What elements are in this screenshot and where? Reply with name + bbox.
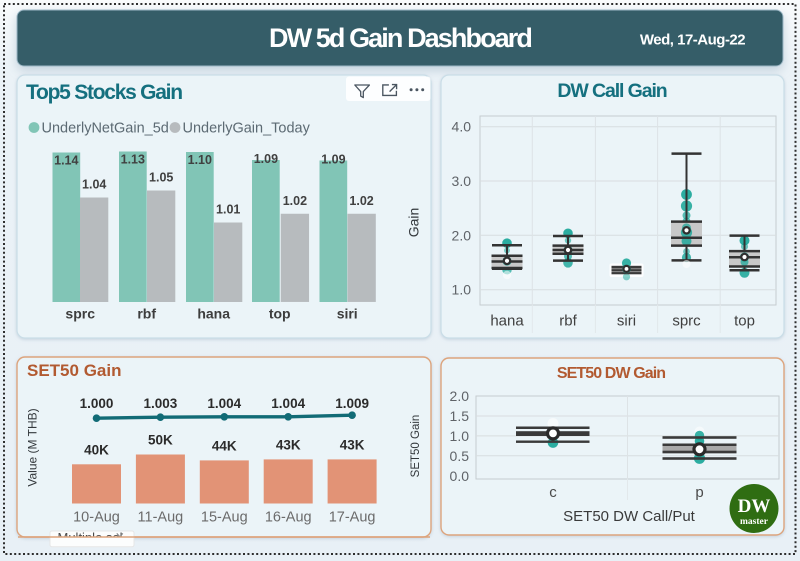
svg-text:1.04: 1.04: [82, 178, 106, 192]
svg-text:15-Aug: 15-Aug: [201, 510, 248, 526]
svg-text:40K: 40K: [84, 442, 109, 457]
svg-text:DW 5d Gain Dashboard: DW 5d Gain Dashboard: [269, 23, 531, 53]
svg-text:SET50 DW Gain: SET50 DW Gain: [557, 365, 665, 382]
svg-text:1.009: 1.009: [335, 396, 369, 411]
svg-text:c: c: [549, 484, 557, 501]
svg-text:SET50 Gain: SET50 Gain: [410, 415, 422, 478]
svg-text:0.5: 0.5: [450, 448, 470, 464]
svg-text:43K: 43K: [276, 437, 301, 452]
svg-text:1.13: 1.13: [121, 153, 145, 167]
svg-text:1.004: 1.004: [207, 396, 241, 411]
svg-text:17-Aug: 17-Aug: [329, 510, 376, 526]
svg-text:rbf: rbf: [559, 313, 577, 330]
svg-text:rbf: rbf: [137, 306, 156, 322]
svg-text:4.0: 4.0: [452, 119, 472, 135]
svg-text:1.0: 1.0: [450, 428, 470, 444]
svg-text:1.5: 1.5: [450, 408, 470, 424]
svg-text:2.0: 2.0: [452, 227, 472, 243]
svg-text:43K: 43K: [340, 437, 365, 452]
svg-text:44K: 44K: [212, 438, 237, 453]
svg-text:master: master: [740, 517, 769, 527]
svg-text:siri: siri: [617, 313, 636, 330]
svg-text:sprc: sprc: [65, 306, 95, 322]
svg-text:sprc: sprc: [672, 313, 701, 330]
svg-text:p: p: [695, 484, 703, 501]
svg-text:1.05: 1.05: [149, 171, 173, 185]
svg-text:1.02: 1.02: [283, 194, 307, 208]
svg-text:hana: hana: [197, 306, 230, 322]
svg-text:UnderlyNetGain_5d: UnderlyNetGain_5d: [42, 120, 169, 136]
svg-text:1.09: 1.09: [254, 152, 278, 166]
svg-text:1.0: 1.0: [452, 282, 472, 298]
svg-text:1.14: 1.14: [54, 154, 78, 168]
svg-text:1.003: 1.003: [144, 396, 178, 411]
svg-text:3.0: 3.0: [452, 173, 472, 189]
svg-text:UnderlyGain_Today: UnderlyGain_Today: [183, 120, 311, 136]
svg-text:hana: hana: [490, 313, 524, 330]
svg-text:1.01: 1.01: [216, 203, 240, 217]
svg-text:top: top: [734, 313, 755, 330]
svg-text:top: top: [269, 306, 291, 322]
svg-text:SET50 Gain: SET50 Gain: [27, 361, 121, 380]
svg-text:Value (M THB): Value (M THB): [26, 408, 40, 486]
svg-text:1.10: 1.10: [188, 153, 212, 167]
svg-text:Gain: Gain: [406, 208, 422, 238]
svg-text:0.0: 0.0: [450, 468, 470, 484]
svg-text:1.02: 1.02: [349, 194, 373, 208]
svg-text:1.09: 1.09: [321, 153, 345, 167]
svg-text:DW Call Gain: DW Call Gain: [557, 80, 666, 102]
svg-text:1.000: 1.000: [80, 396, 114, 411]
svg-text:2.0: 2.0: [450, 388, 470, 404]
svg-text:Multiple sel...: Multiple sel...: [58, 530, 134, 545]
svg-text:SET50 DW Call/Put: SET50 DW Call/Put: [563, 508, 696, 525]
svg-text:Top5 Stocks Gain: Top5 Stocks Gain: [26, 81, 182, 104]
svg-text:10-Aug: 10-Aug: [73, 510, 120, 526]
svg-text:Wed, 17-Aug-22: Wed, 17-Aug-22: [640, 32, 745, 49]
svg-text:11-Aug: 11-Aug: [138, 510, 184, 526]
svg-text:siri: siri: [337, 306, 358, 322]
svg-text:50K: 50K: [148, 433, 173, 448]
svg-text:DW: DW: [738, 496, 771, 517]
svg-text:16-Aug: 16-Aug: [265, 510, 312, 526]
svg-text:1.004: 1.004: [271, 396, 305, 411]
